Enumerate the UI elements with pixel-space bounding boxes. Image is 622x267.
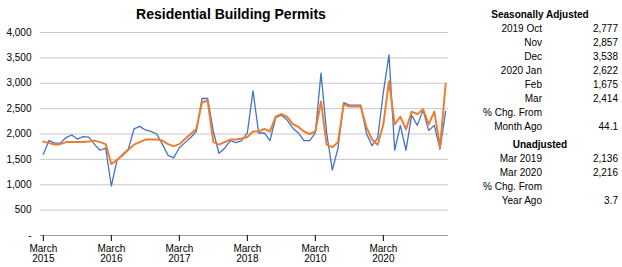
html-text:2,857: 2,857 <box>593 37 618 48</box>
html-text:2,216: 2,216 <box>593 167 618 178</box>
html-text:3,538: 3,538 <box>593 51 618 62</box>
html-text:44.1: 44.1 <box>598 121 618 132</box>
html-text:2,777: 2,777 <box>593 23 618 34</box>
html-text:Nov: Nov <box>524 37 542 48</box>
svg-text:3,500: 3,500 <box>6 52 31 63</box>
html-text:% Chg. From: % Chg. From <box>483 107 542 118</box>
html-text:Seasonally Adjusted: Seasonally Adjusted <box>491 9 589 20</box>
html-text:Year Ago: Year Ago <box>501 195 542 206</box>
svg-text:March2018: March2018 <box>233 243 261 264</box>
svg-text:March2015: March2015 <box>29 243 57 264</box>
svg-text:March2010: March2010 <box>301 243 329 264</box>
svg-text:1,500: 1,500 <box>6 154 31 165</box>
html-text:Mar 2019: Mar 2019 <box>499 153 542 164</box>
html-text:Mar: Mar <box>524 93 542 104</box>
svg-text:March2016: March2016 <box>97 243 125 264</box>
html-text:1,675: 1,675 <box>593 79 618 90</box>
svg-text:500: 500 <box>15 204 32 215</box>
html-text:Dec: Dec <box>524 51 542 62</box>
svg-text:1,000: 1,000 <box>6 179 31 190</box>
html-text:Month Ago: Month Ago <box>494 121 542 132</box>
html-text:Unadjusted: Unadjusted <box>512 139 568 150</box>
html-text:2020 Jan: 2020 Jan <box>500 65 542 76</box>
svg-text:-: - <box>28 230 31 241</box>
svg-text:2,000: 2,000 <box>6 128 31 139</box>
html-text:2,136: 2,136 <box>593 153 618 164</box>
svg-text:March2020: March2020 <box>369 243 397 264</box>
svg-text:3,000: 3,000 <box>6 77 31 88</box>
html-text:Mar 2020: Mar 2020 <box>499 167 542 178</box>
html-text:Residential Building Permits: Residential Building Permits <box>136 6 326 22</box>
html-text:2,622: 2,622 <box>593 65 618 76</box>
html-text:3.7: 3.7 <box>604 195 618 206</box>
html-text:% Chg. From: % Chg. From <box>483 181 542 192</box>
svg-text:4,000: 4,000 <box>6 27 31 38</box>
html-text:2,414: 2,414 <box>593 93 618 104</box>
html-text:2019 Oct: 2019 Oct <box>501 23 542 34</box>
svg-text:2,500: 2,500 <box>6 103 31 114</box>
html-text:Feb: Feb <box>524 79 542 90</box>
svg-text:March2017: March2017 <box>165 243 193 264</box>
